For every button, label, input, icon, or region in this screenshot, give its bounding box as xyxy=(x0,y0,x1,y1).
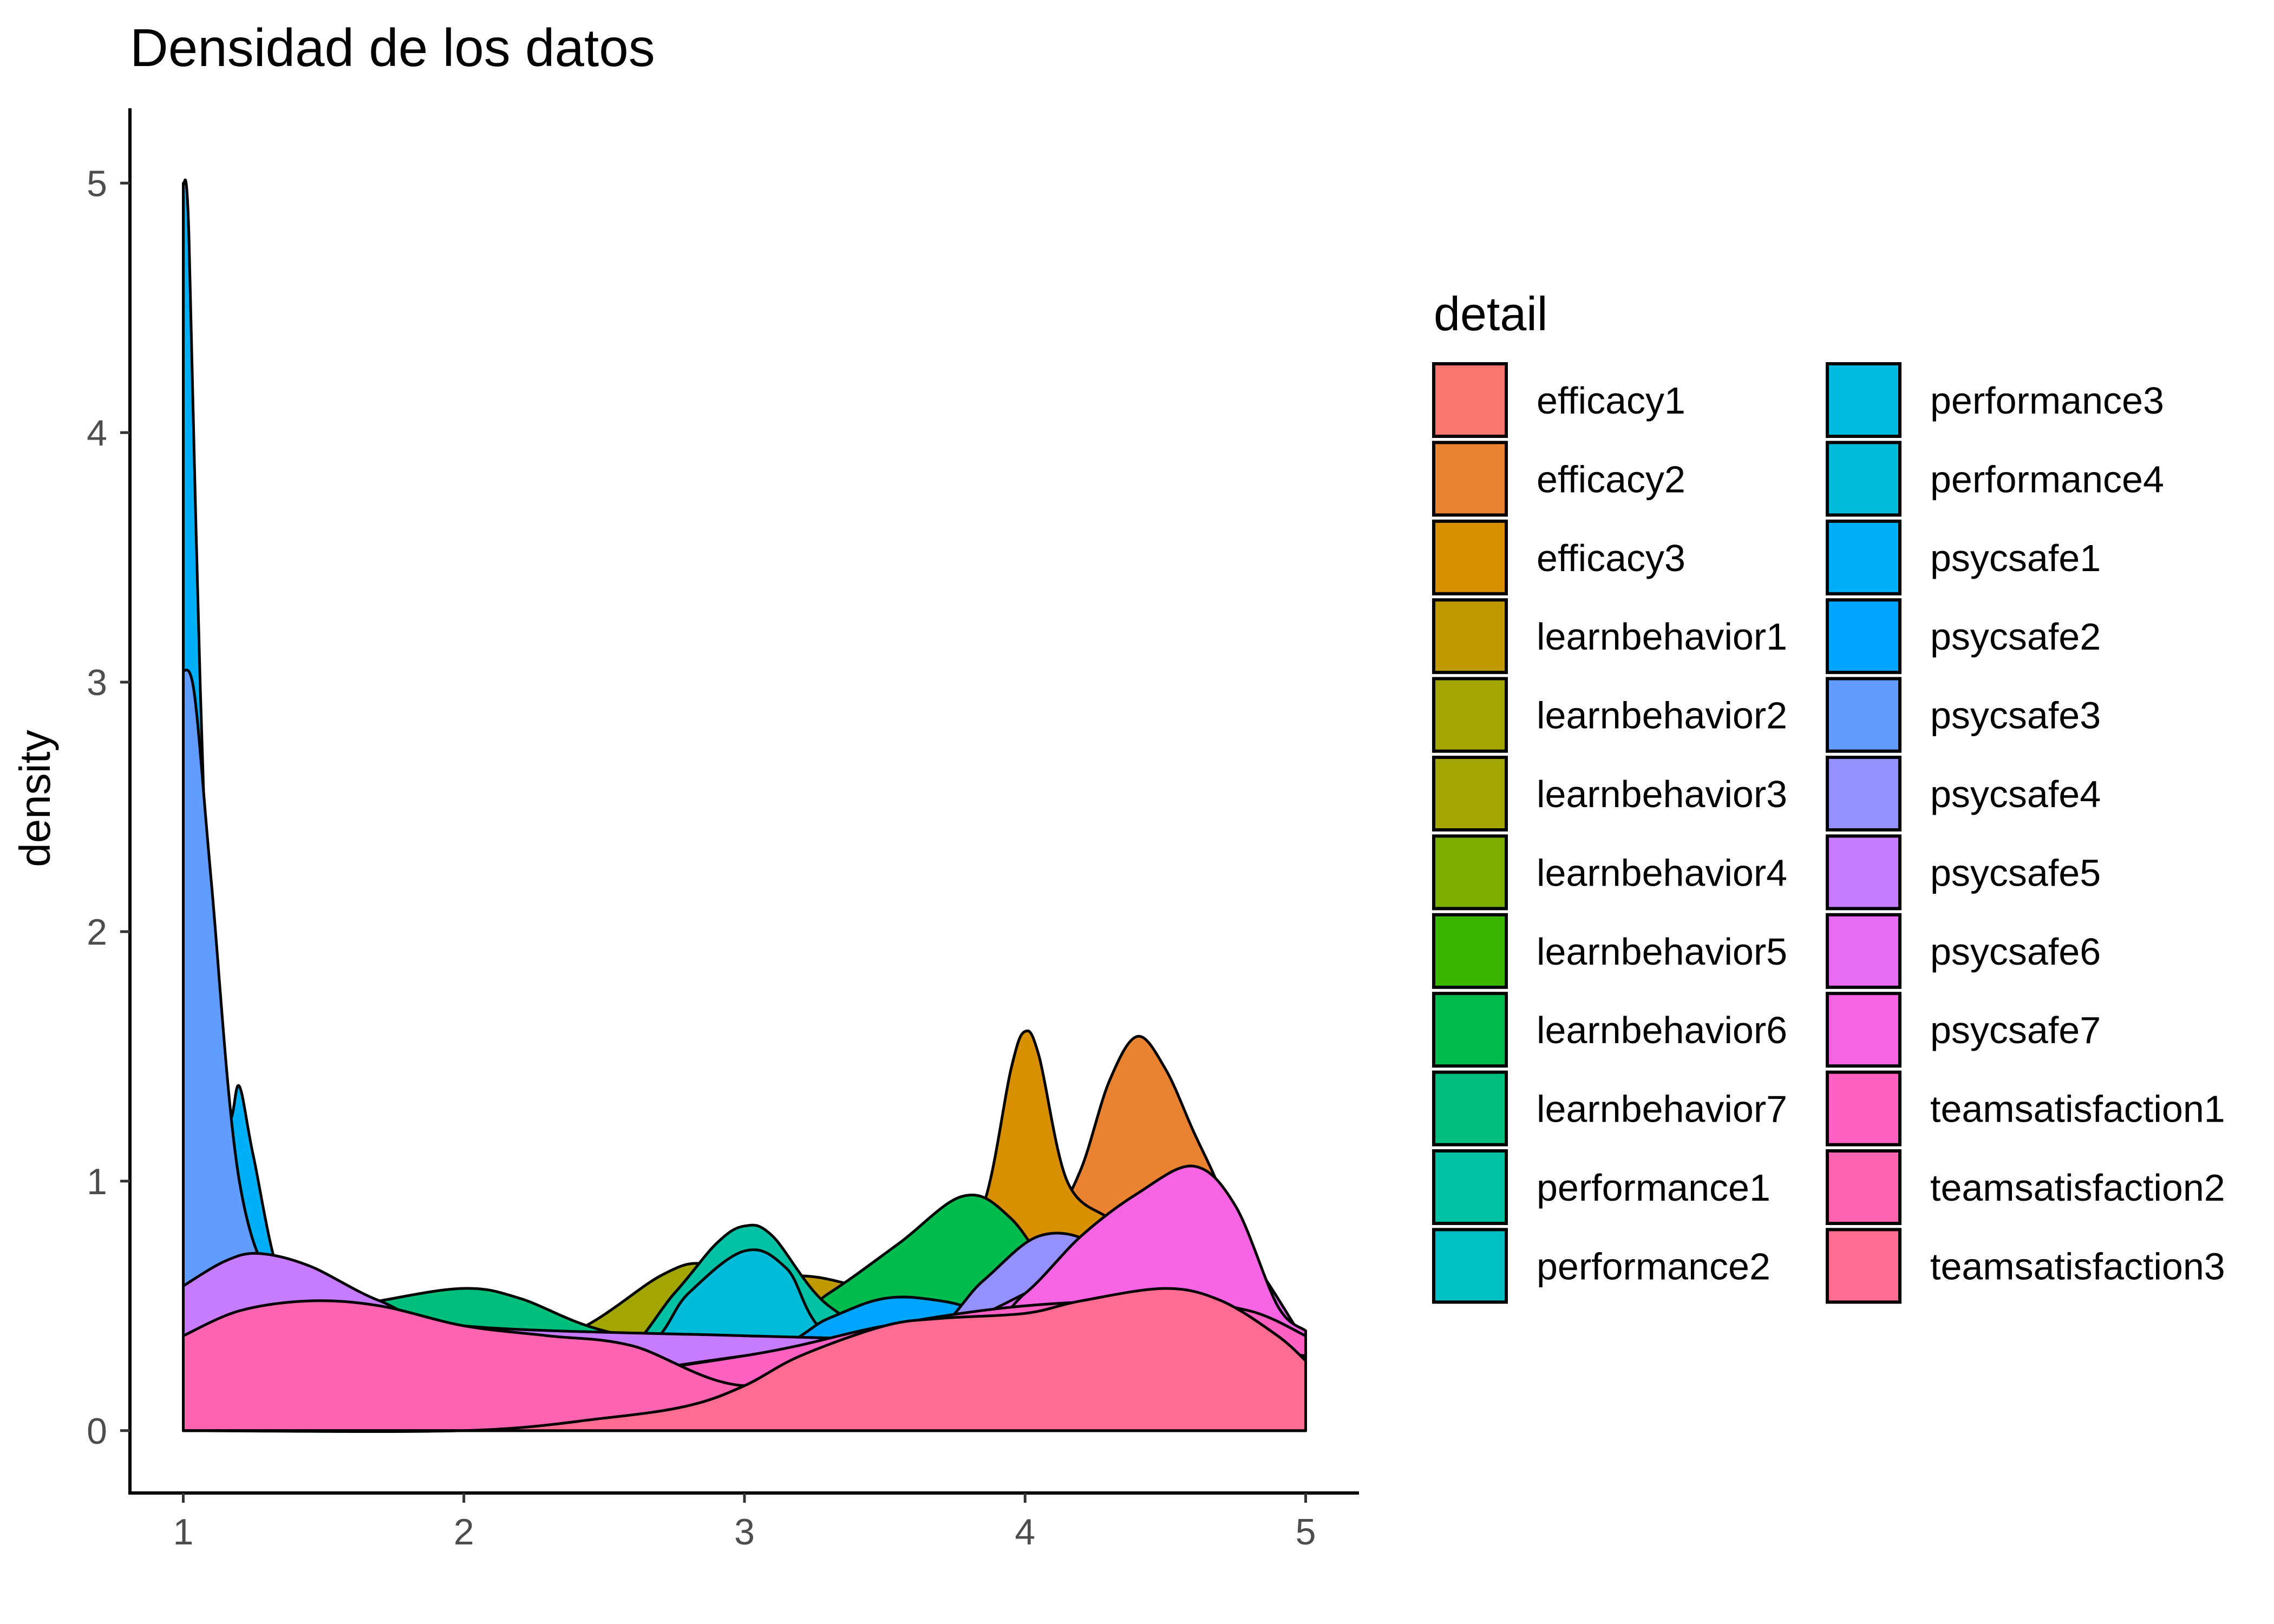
legend-label: psycsafe5 xyxy=(1930,852,2101,894)
axis-ticks: 0 1 2 3 4 5 1 2 3 4 5 xyxy=(87,163,1316,1553)
legend-label: learnbehavior6 xyxy=(1537,1009,1787,1051)
legend-swatch xyxy=(1432,598,1508,675)
legend-item-learnbehavior6: learnbehavior6 xyxy=(1432,992,1787,1068)
y-tick-label: 1 xyxy=(87,1161,107,1202)
legend-swatch xyxy=(1826,677,1901,753)
legend-item-teamsatisfaction2: teamsatisfaction2 xyxy=(1826,1149,2225,1225)
legend-swatch xyxy=(1432,677,1508,753)
legend-item-psycsafe4: psycsafe4 xyxy=(1826,756,2101,831)
legend-swatch xyxy=(1826,992,1901,1068)
legend-swatch xyxy=(1432,834,1508,911)
legend-label: learnbehavior2 xyxy=(1537,695,1787,737)
legend-label: learnbehavior1 xyxy=(1537,615,1787,658)
legend-swatch xyxy=(1826,1070,1901,1147)
legend-swatch xyxy=(1432,362,1508,438)
legend-swatch xyxy=(1432,519,1508,595)
legend-item-psycsafe5: psycsafe5 xyxy=(1826,834,2101,911)
legend-swatch xyxy=(1432,756,1508,831)
chart-title: Densidad de los datos xyxy=(130,18,655,77)
legend-item-psycsafe1: psycsafe1 xyxy=(1826,519,2101,595)
legend-label: performance3 xyxy=(1930,379,2164,422)
legend-swatch xyxy=(1826,1228,1901,1304)
density-area-teamsatisfaction3 xyxy=(182,1287,1307,1433)
legend-label: learnbehavior3 xyxy=(1537,773,1787,815)
legend-item-learnbehavior1: learnbehavior1 xyxy=(1432,598,1787,675)
y-tick-label: 4 xyxy=(87,412,107,454)
legend-item-psycsafe7: psycsafe7 xyxy=(1826,992,2101,1068)
legend-swatch xyxy=(1432,1228,1508,1304)
legend-item-learnbehavior2: learnbehavior2 xyxy=(1432,677,1787,753)
legend-label: performance1 xyxy=(1537,1167,1770,1209)
legend-label: teamsatisfaction3 xyxy=(1930,1245,2225,1287)
legend-label: efficacy3 xyxy=(1537,537,1685,579)
x-tick-label: 2 xyxy=(454,1511,474,1553)
legend-item-performance1: performance1 xyxy=(1432,1149,1770,1225)
legend-swatch xyxy=(1432,441,1508,517)
legend-item-efficacy2: efficacy2 xyxy=(1432,441,1685,517)
legend-label: learnbehavior4 xyxy=(1537,852,1787,894)
x-tick-label: 3 xyxy=(734,1511,755,1553)
legend-label: performance4 xyxy=(1930,458,2164,500)
legend-item-performance4: performance4 xyxy=(1826,441,2164,517)
legend-label: efficacy2 xyxy=(1537,458,1685,500)
y-tick-label: 5 xyxy=(87,163,107,204)
legend-item-learnbehavior7: learnbehavior7 xyxy=(1432,1070,1787,1147)
y-tick-label: 0 xyxy=(87,1411,107,1452)
legend-item-performance3: performance3 xyxy=(1826,362,2164,438)
legend-label: psycsafe6 xyxy=(1930,931,2101,973)
legend-label: psycsafe3 xyxy=(1930,695,2101,737)
y-tick-label: 2 xyxy=(87,912,107,953)
legend-label: learnbehavior5 xyxy=(1537,931,1787,973)
legend-swatch xyxy=(1826,913,1901,989)
legend-swatch xyxy=(1826,362,1901,438)
y-axis-title: density xyxy=(11,730,59,867)
legend-item-efficacy1: efficacy1 xyxy=(1432,362,1685,438)
x-tick-label: 1 xyxy=(173,1511,194,1553)
legend-label: psycsafe7 xyxy=(1930,1009,2101,1051)
x-tick-label: 5 xyxy=(1296,1511,1316,1553)
legend-label: psycsafe1 xyxy=(1930,537,2101,579)
legend-item-psycsafe2: psycsafe2 xyxy=(1826,598,2101,675)
legend: efficacy1 efficacy2 efficacy3 learnbehavior… xyxy=(1432,362,2225,1304)
legend-label: performance2 xyxy=(1537,1245,1770,1287)
legend-swatch xyxy=(1826,519,1901,595)
legend-item-teamsatisfaction1: teamsatisfaction1 xyxy=(1826,1070,2225,1147)
legend-item-learnbehavior4: learnbehavior4 xyxy=(1432,834,1787,911)
legend-item-efficacy3: efficacy3 xyxy=(1432,519,1685,595)
legend-title: detail xyxy=(1434,287,1547,340)
legend-item-psycsafe6: psycsafe6 xyxy=(1826,913,2101,989)
legend-label: teamsatisfaction2 xyxy=(1930,1167,2225,1209)
y-tick-label: 3 xyxy=(87,662,107,703)
legend-label: learnbehavior7 xyxy=(1537,1088,1787,1130)
legend-swatch xyxy=(1432,992,1508,1068)
legend-label: psycsafe4 xyxy=(1930,773,2101,815)
legend-swatch xyxy=(1432,1070,1508,1147)
legend-label: psycsafe2 xyxy=(1930,615,2101,658)
legend-swatch xyxy=(1826,598,1901,675)
legend-swatch xyxy=(1826,441,1901,517)
legend-label: teamsatisfaction1 xyxy=(1930,1088,2225,1130)
legend-item-performance2: performance2 xyxy=(1432,1228,1770,1304)
legend-item-teamsatisfaction3: teamsatisfaction3 xyxy=(1826,1228,2225,1304)
legend-swatch xyxy=(1432,913,1508,989)
legend-swatch xyxy=(1432,1149,1508,1225)
x-tick-label: 4 xyxy=(1015,1511,1035,1553)
legend-item-psycsafe3: psycsafe3 xyxy=(1826,677,2101,753)
legend-label: efficacy1 xyxy=(1537,379,1685,422)
legend-item-learnbehavior5: learnbehavior5 xyxy=(1432,913,1787,989)
legend-swatch xyxy=(1826,756,1901,831)
legend-swatch xyxy=(1826,834,1901,911)
legend-item-learnbehavior3: learnbehavior3 xyxy=(1432,756,1787,831)
legend-swatch xyxy=(1826,1149,1901,1225)
density-areas xyxy=(182,179,1307,1433)
